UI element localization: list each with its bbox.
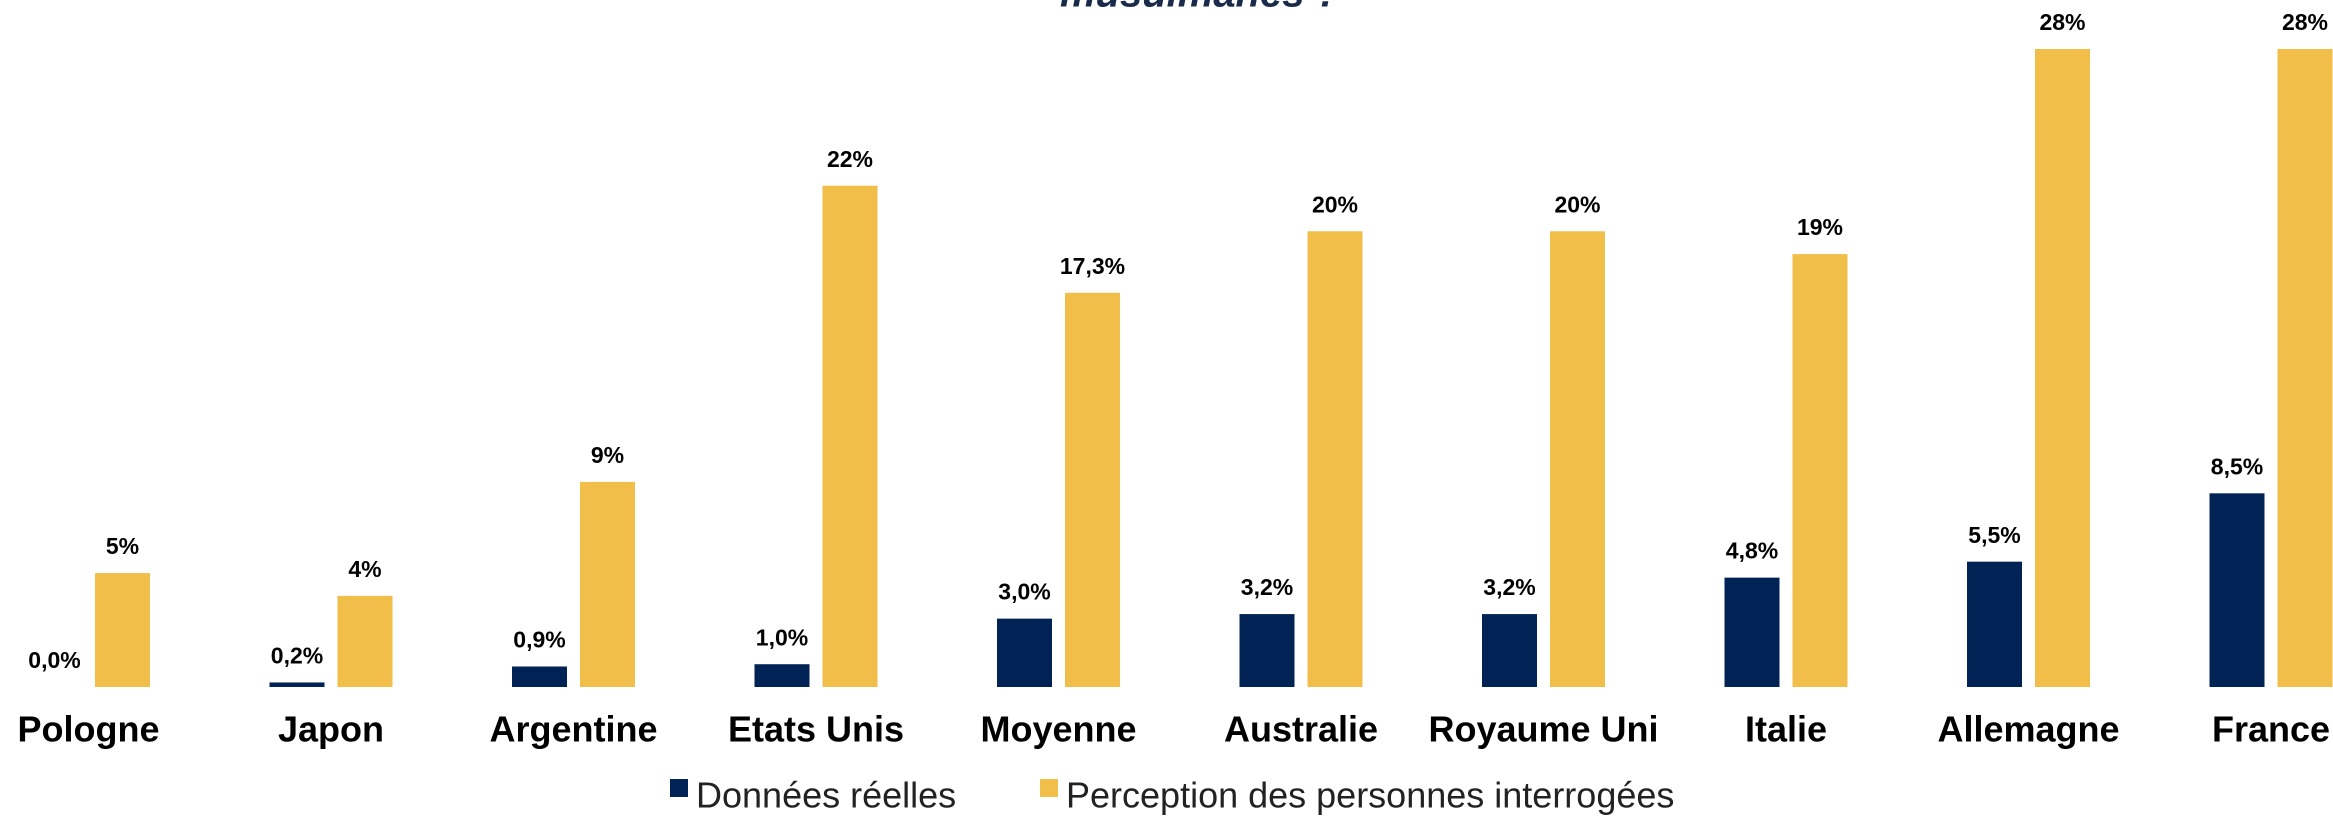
bar (1792, 254, 1848, 688)
value-label: 0,0% (28, 647, 80, 673)
bar (2277, 49, 2333, 687)
legend-swatch (1040, 779, 1058, 797)
bar (580, 481, 635, 687)
bar (1307, 231, 1363, 688)
value-label: 5% (106, 533, 139, 559)
legend-swatch (670, 779, 688, 797)
x-tick-label: France (2212, 709, 2330, 750)
value-label: 0,2% (271, 643, 323, 669)
value-label: 9% (591, 442, 624, 468)
legend-label: Données réelles (696, 775, 956, 816)
x-tick-label: Royaume Uni (1428, 709, 1658, 750)
bar (269, 682, 325, 687)
bar (1482, 614, 1537, 687)
bar (337, 595, 393, 687)
value-label: 17,3% (1060, 253, 1125, 279)
x-tick-label: Moyenne (980, 709, 1136, 750)
x-tick-label: Argentine (489, 709, 657, 750)
value-label: 3,0% (998, 579, 1050, 605)
bar (822, 185, 878, 687)
value-label: 4,8% (1726, 538, 1778, 564)
bar (1065, 292, 1120, 687)
x-tick-label: Australie (1224, 709, 1378, 750)
x-tick-label: Etats Unis (728, 709, 904, 750)
value-label: 5,5% (1968, 522, 2020, 548)
value-label: 3,2% (1241, 574, 1293, 600)
bar (512, 666, 567, 687)
value-label: 22% (827, 146, 873, 172)
bar (2035, 49, 2090, 687)
value-label: 19% (1797, 214, 1843, 240)
value-label: 20% (1554, 191, 1600, 217)
bar (2209, 493, 2265, 687)
value-label: 1,0% (756, 624, 808, 650)
value-label: 3,2% (1483, 574, 1535, 600)
x-tick-label: Italie (1745, 709, 1827, 750)
value-label: 8,5% (2211, 453, 2263, 479)
x-tick-label: Japon (278, 709, 384, 750)
x-tick-label: Allemagne (1937, 709, 2119, 750)
chart-title: musulmanes ? (1060, 0, 1340, 16)
bar (1239, 614, 1295, 687)
bar (95, 573, 150, 687)
value-label: 0,9% (513, 627, 565, 653)
value-label: 28% (2039, 9, 2085, 35)
legend-label: Perception des personnes interrogées (1066, 775, 1674, 816)
bar (1724, 577, 1780, 687)
bar (1550, 231, 1605, 688)
bar (754, 664, 810, 687)
bar (1967, 561, 2022, 687)
value-label: 20% (1312, 191, 1358, 217)
bar (997, 618, 1052, 687)
x-tick-label: Pologne (18, 709, 160, 750)
value-label: 4% (348, 556, 381, 582)
value-label: 28% (2282, 9, 2328, 35)
